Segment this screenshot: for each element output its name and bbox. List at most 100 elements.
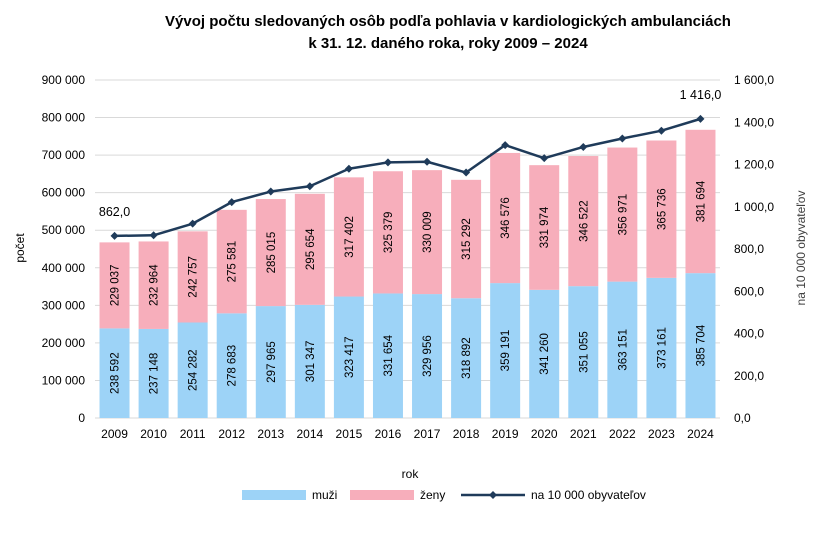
x-tick-label: 2023 [648,427,675,441]
y-tick-label: 700 000 [42,148,86,162]
legend-label-line: na 10 000 obyvateľov [531,488,646,502]
rate-point [149,231,158,240]
bar-muzi [333,296,364,418]
chart-subtitle: k 31. 12. daného roka, roky 2009 – 2024 [308,35,588,52]
x-tick-label: 2009 [101,427,128,441]
bar-zeny [138,241,169,329]
data-label-muzi: 359 191 [500,330,512,372]
rate-point [618,134,627,143]
bar-zeny [646,140,677,278]
y2-tick-label: 0,0 [734,411,751,425]
legend-label-zeny: ženy [420,488,445,502]
data-label-muzi: 297 965 [266,341,278,383]
bar-muzi [529,289,560,418]
data-label-zeny: 346 576 [500,197,512,239]
y2-tick-label: 400,0 [734,327,764,341]
legend-label-muzi: muži [312,488,337,502]
bar-muzi [216,313,247,418]
bar-muzi [255,306,286,418]
rate-point [110,231,119,240]
bar-zeny [529,165,560,290]
bar-muzi [294,304,325,418]
bar-zeny [412,170,443,295]
bar-zeny [294,193,325,305]
x-tick-label: 2021 [570,427,597,441]
y2-tick-label: 1 000,0 [734,200,774,214]
data-label-zeny: 315 292 [461,218,473,260]
data-label-muzi: 341 260 [539,333,551,375]
x-tick-label: 2015 [336,427,363,441]
rate-point [423,157,432,166]
bar-muzi [412,294,443,418]
y-tick-label: 500 000 [42,223,86,237]
bar-zeny [255,199,286,307]
x-tick-label: 2010 [140,427,167,441]
bar-muzi [607,281,638,418]
legend-swatch-zeny [350,490,414,500]
bar-muzi [490,283,521,418]
rate-point [579,142,588,151]
rate-callout-label: 1 416,0 [680,88,722,102]
legend-swatch-muzi [242,490,306,500]
bar-zeny [372,171,403,294]
legend-line-marker [489,491,497,499]
data-label-zeny: 346 522 [578,200,590,242]
data-label-zeny: 295 654 [305,228,317,270]
data-label-muzi: 318 892 [461,337,473,379]
bars: 238 592 229 037 237 148 232 964 254 282 242 7… [99,129,716,418]
x-tick-label: 2016 [375,427,402,441]
rate-point [227,198,236,207]
data-label-zeny: 330 009 [422,211,434,253]
rate-point [266,187,275,196]
bar-muzi [568,286,599,418]
data-label-zeny: 242 757 [188,256,200,298]
rate-point [344,164,353,173]
rate-point [696,114,705,123]
x-tick-label: 2017 [414,427,441,441]
bar-zeny [333,177,364,297]
bar-muzi [646,277,677,418]
data-label-zeny: 275 581 [227,241,239,283]
data-label-zeny: 381 694 [695,180,707,222]
rate-point [540,154,549,163]
x-tick-label: 2011 [180,427,206,441]
bar-muzi [451,298,482,418]
rate-point [657,126,666,135]
chart-title: Vývoj počtu sledovaných osôb podľa pohla… [165,13,731,30]
data-label-zeny: 229 037 [110,265,122,307]
bar-muzi [685,273,716,418]
y-tick-label: 0 [78,411,85,425]
x-tick-label: 2013 [257,427,284,441]
bar-zeny [568,156,599,287]
data-label-zeny: 325 379 [383,212,395,254]
bar-zeny [216,209,247,314]
y-tick-label: 200 000 [42,336,86,350]
x-tick-label: 2022 [609,427,636,441]
y-tick-label: 900 000 [42,73,86,87]
rate-point [501,141,510,150]
y-tick-label: 400 000 [42,261,86,275]
data-label-muzi: 301 347 [305,341,317,383]
data-label-zeny: 356 971 [617,194,629,236]
bar-muzi [138,328,169,418]
bar-zeny [177,231,208,323]
x-tick-label: 2020 [531,427,558,441]
rate-point [305,182,314,191]
y-tick-label: 300 000 [42,298,86,312]
y2-axis-label: na 10 000 obyvateľov [794,191,808,306]
rate-line [114,117,701,238]
y2-tick-label: 600,0 [734,284,764,298]
data-label-muzi: 331 654 [383,334,395,376]
data-label-muzi: 373 161 [656,327,668,369]
x-tick-label: 2018 [453,427,480,441]
bar-zeny [685,129,716,274]
y2-tick-label: 1 600,0 [734,73,774,87]
y-axis-label: počet [13,233,27,263]
axis-ticks: 0 100 000 200 000 300 000 400 000 500 000 600 … [42,73,775,441]
data-label-muzi: 323 417 [344,336,356,378]
y2-tick-label: 200,0 [734,369,764,383]
y2-tick-label: 800,0 [734,242,764,256]
bar-muzi [372,293,403,418]
